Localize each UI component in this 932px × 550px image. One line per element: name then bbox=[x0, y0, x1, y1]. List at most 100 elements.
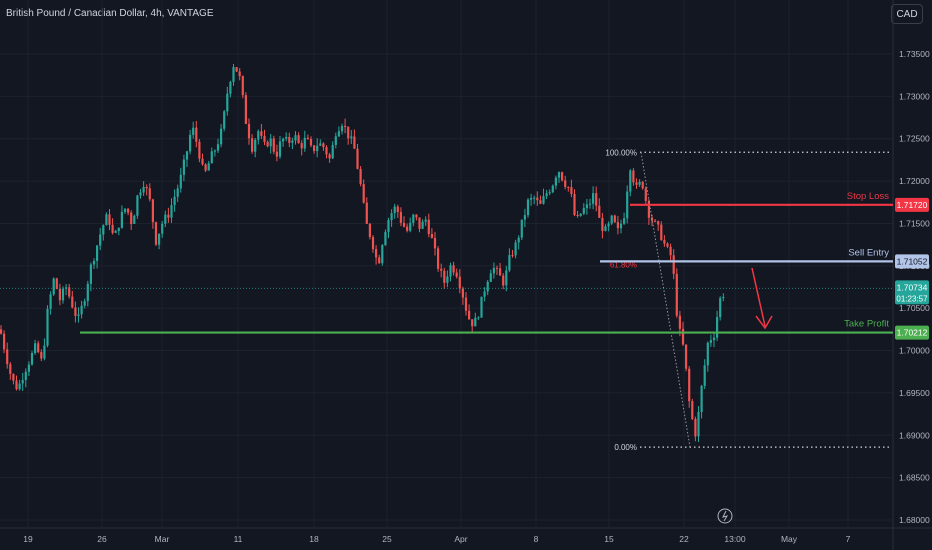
price-badges: 1.71720 1.71052 1.70212 1.70734 01:23:57 bbox=[717, 197, 929, 524]
candle bbox=[520, 219, 523, 241]
candle bbox=[204, 163, 207, 173]
candle-body bbox=[641, 181, 644, 189]
candle bbox=[610, 214, 613, 226]
candle-body bbox=[241, 76, 244, 96]
candle-body bbox=[102, 225, 105, 235]
candle bbox=[582, 203, 585, 216]
candle-body bbox=[294, 135, 297, 141]
candle bbox=[576, 210, 579, 218]
candle bbox=[356, 144, 359, 170]
candle-body bbox=[319, 143, 322, 146]
candle bbox=[458, 269, 461, 294]
candle bbox=[712, 331, 716, 348]
candle-body bbox=[443, 270, 446, 283]
candle bbox=[167, 207, 170, 223]
candle bbox=[288, 132, 291, 148]
candle bbox=[694, 416, 697, 442]
candle-body bbox=[647, 200, 650, 218]
x-tick-label: 13:00 bbox=[724, 534, 746, 544]
candle bbox=[154, 221, 158, 247]
candle-body bbox=[595, 193, 598, 206]
candle-body bbox=[393, 206, 396, 214]
candle-body bbox=[210, 151, 213, 164]
candle bbox=[685, 344, 688, 372]
candle bbox=[378, 254, 381, 264]
candle-body bbox=[688, 368, 691, 402]
y-tick-label: 1.68500 bbox=[899, 473, 930, 483]
x-tick-label: 26 bbox=[97, 534, 107, 544]
fib-level-label: 0.00% bbox=[614, 443, 637, 452]
currency-button[interactable]: CAD bbox=[891, 4, 923, 24]
candle-body bbox=[272, 138, 275, 152]
candle-body bbox=[164, 214, 167, 224]
candle bbox=[161, 220, 164, 238]
candle bbox=[111, 218, 114, 235]
candle-body bbox=[601, 217, 604, 231]
candle bbox=[322, 142, 325, 151]
candle-body bbox=[607, 223, 610, 227]
x-tick-label: 25 bbox=[382, 534, 392, 544]
candle-body bbox=[697, 411, 700, 437]
candle bbox=[483, 287, 486, 302]
y-tick-label: 1.72500 bbox=[899, 134, 930, 144]
candle-body bbox=[468, 310, 471, 320]
candle-body bbox=[567, 186, 570, 188]
fib-trend-line bbox=[640, 152, 691, 448]
candle-body bbox=[499, 268, 502, 276]
candle bbox=[672, 249, 675, 280]
candle-body bbox=[204, 164, 207, 171]
candle-body bbox=[158, 233, 161, 245]
candle-body bbox=[635, 182, 638, 185]
candle-body bbox=[74, 307, 77, 316]
candle-body bbox=[458, 276, 461, 289]
candle bbox=[375, 245, 378, 265]
candle-body bbox=[68, 287, 71, 297]
candle bbox=[650, 214, 654, 226]
candle-body bbox=[526, 199, 530, 216]
candle bbox=[139, 188, 142, 199]
candle-body bbox=[483, 291, 486, 297]
candle-body bbox=[375, 249, 378, 258]
candle bbox=[123, 208, 127, 214]
candle-body bbox=[362, 184, 365, 203]
candle bbox=[331, 141, 334, 160]
y-tick-label: 1.71500 bbox=[899, 218, 930, 228]
candle-body bbox=[508, 255, 511, 271]
candle bbox=[254, 137, 257, 158]
candle bbox=[427, 213, 430, 238]
candle bbox=[471, 319, 474, 333]
candle bbox=[359, 166, 362, 187]
candle bbox=[666, 242, 669, 249]
candle-body bbox=[297, 135, 300, 144]
candle bbox=[502, 273, 505, 290]
candle-body bbox=[99, 234, 102, 246]
candle-body bbox=[170, 205, 173, 218]
candle-body bbox=[24, 371, 27, 380]
candle-body bbox=[344, 125, 347, 127]
candle-body bbox=[557, 172, 561, 178]
projection-arrow bbox=[751, 267, 773, 330]
candle bbox=[223, 110, 226, 132]
trade-levels: Stop Loss Sell Entry Take Profit bbox=[0, 191, 893, 334]
candle bbox=[688, 366, 691, 408]
candle bbox=[585, 198, 588, 215]
candle bbox=[365, 197, 368, 224]
candle-body bbox=[34, 343, 37, 354]
candle-body bbox=[123, 208, 127, 212]
candle-body bbox=[421, 221, 424, 229]
candle bbox=[446, 270, 449, 288]
candle bbox=[362, 179, 365, 204]
candle bbox=[350, 129, 353, 145]
candle bbox=[464, 292, 468, 316]
candle-body bbox=[409, 222, 412, 231]
candle bbox=[632, 168, 635, 186]
arrow-head bbox=[755, 315, 773, 330]
candle bbox=[46, 305, 49, 348]
candle bbox=[700, 384, 703, 419]
candle bbox=[145, 184, 148, 196]
candle-body bbox=[235, 67, 238, 72]
x-tick-label: Mar bbox=[155, 534, 170, 544]
candle bbox=[77, 307, 80, 323]
candle-body bbox=[449, 265, 452, 277]
